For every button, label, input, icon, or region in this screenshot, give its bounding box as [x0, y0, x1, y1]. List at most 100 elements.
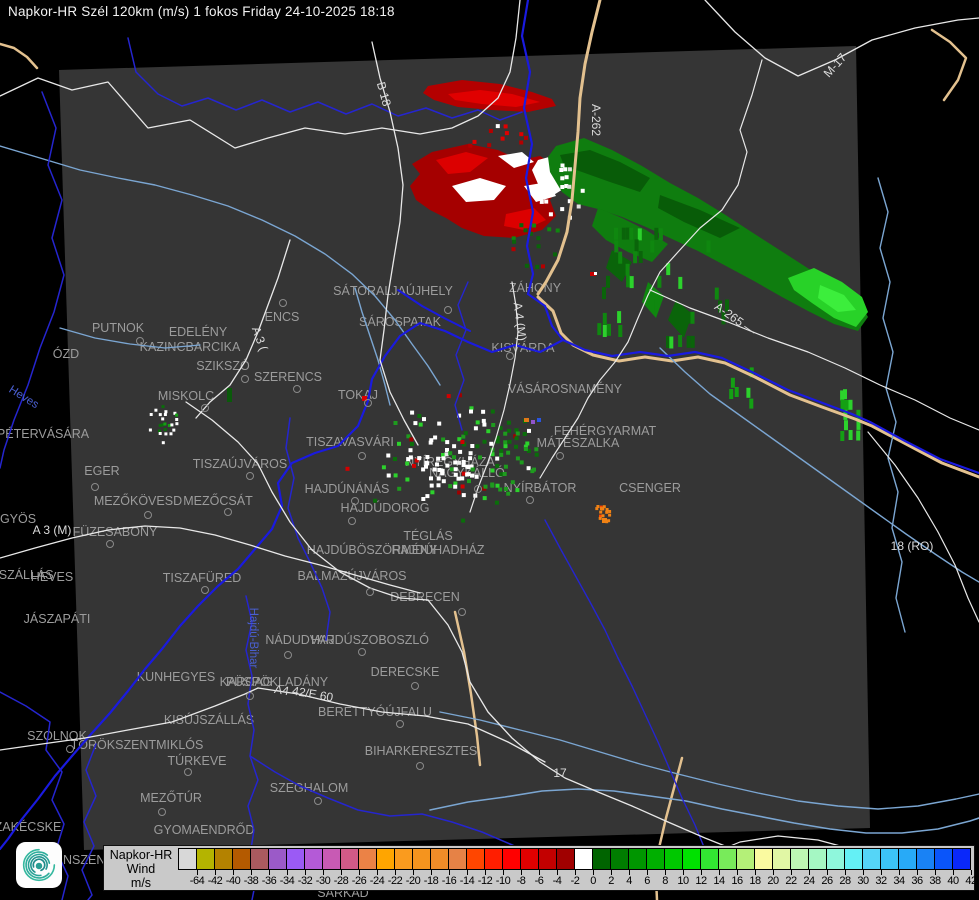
city-marker: [279, 299, 287, 307]
scale-tick: [665, 870, 666, 875]
city-label: TISZAFÜRED: [163, 571, 241, 585]
scale-cell: [773, 849, 791, 869]
city-marker: [358, 452, 366, 460]
scale-cell: [449, 849, 467, 869]
scale-cell: [827, 849, 845, 869]
river: [659, 347, 979, 583]
scale-cell: [431, 849, 449, 869]
city-label: EGER: [84, 464, 119, 478]
city-label: PÉTERVÁSÁRA: [0, 426, 90, 441]
scale-cell: [809, 849, 827, 869]
city-label: GYOMAENDRŐD: [154, 822, 255, 837]
major-road: [0, 42, 39, 70]
main-river: [520, 0, 535, 296]
city-marker: [556, 452, 564, 460]
scale-tick: [269, 870, 270, 875]
echo-dot: [537, 418, 541, 422]
road: [539, 59, 763, 479]
city-marker: [91, 483, 99, 491]
road-label: A 3 (M): [33, 523, 72, 537]
scale-cell: [755, 849, 773, 869]
scale-tick: [683, 870, 684, 875]
echo-blob: [606, 250, 632, 282]
scale-tick: [737, 870, 738, 875]
scale-cell: [359, 849, 377, 869]
scale-tick: [917, 870, 918, 875]
napkor-logo[interactable]: [16, 842, 62, 888]
scale-tick-label: -18: [423, 875, 439, 887]
scale-cell: [323, 849, 341, 869]
city-markers: [66, 299, 564, 816]
road-label: B 18: [374, 80, 394, 108]
scale-cell: [737, 849, 755, 869]
city-marker: [364, 399, 372, 407]
echo-dot: [602, 518, 607, 523]
city-label: KISÚJSZÁLLÁS: [164, 712, 254, 727]
city-label: ÓZD: [53, 346, 79, 361]
scale-cell: [719, 849, 737, 869]
scale-tick-label: -36: [261, 875, 277, 887]
city-marker: [396, 720, 404, 728]
city-marker: [351, 497, 359, 505]
main-river: [0, 321, 565, 851]
city-marker: [293, 385, 301, 393]
scale-tick-label: 30: [857, 875, 869, 887]
road: [195, 239, 291, 419]
scale-tick-label: -12: [477, 875, 493, 887]
county-border: [454, 281, 469, 431]
scale-tick-label: -20: [405, 875, 421, 887]
city-label: HAJDÚNÁNÁS: [305, 481, 390, 496]
scale-tick-label: -42: [207, 875, 223, 887]
city-label: SÁROSPATAK: [359, 314, 442, 329]
city-label: HAJDÚBÖSZÖRMÉNY: [307, 542, 438, 557]
river: [59, 327, 201, 349]
road-label: A 4 (M): [511, 301, 530, 341]
road: [0, 687, 259, 751]
city-label: NÁDUDVAR: [265, 632, 334, 647]
scale-cell: [521, 849, 539, 869]
road: [427, 599, 771, 866]
scale-tick: [539, 870, 540, 875]
road: [257, 687, 546, 763]
city-marker: [224, 508, 232, 516]
scale-tick: [305, 870, 306, 875]
scale-tick-label: -34: [279, 875, 295, 887]
scale-cell: [485, 849, 503, 869]
scale-tick: [899, 870, 900, 875]
scale-cell: [395, 849, 413, 869]
scale-cell: [701, 849, 719, 869]
city-label: DERECSKE: [371, 665, 440, 679]
city-marker: [106, 540, 114, 548]
scale-cell: [791, 849, 809, 869]
river: [354, 287, 391, 406]
city-label: BERETTYÓÚJFALU: [318, 704, 432, 719]
city-label: DEBRECEN: [390, 590, 459, 604]
color-scale-legend: Napkor-HR Wind m/s -64 -42 -40 -38 -36 -34 -32…: [103, 845, 977, 891]
scale-tick: [593, 870, 594, 875]
scale-tick: [953, 870, 954, 875]
scale-cell: [413, 849, 431, 869]
city-label: ENCS: [265, 310, 300, 324]
scale-tick-label: -16: [441, 875, 457, 887]
river: [0, 145, 441, 386]
echo-blob: [498, 152, 534, 168]
scale-tick: [629, 870, 630, 875]
city-marker: [474, 485, 482, 493]
scale-cell: [575, 849, 593, 869]
city-label: FEHÉRGYARMAT: [554, 423, 657, 438]
county-border: [127, 37, 523, 121]
scale-tick-label: 12: [695, 875, 707, 887]
scale-tick: [719, 870, 720, 875]
scale-tick: [773, 870, 774, 875]
scale-tick-label: 42: [965, 875, 977, 887]
city-label: CSENGER: [619, 481, 681, 495]
legend-param: Wind: [126, 862, 156, 876]
city-label: MEZŐCSÁT: [183, 493, 253, 508]
major-road: [930, 28, 968, 102]
city-label: TÚRKEVE: [167, 753, 226, 768]
scale-tick-label: -14: [459, 875, 475, 887]
city-label: BALMAZÚJVÁROS: [297, 568, 406, 583]
scale-cell: [341, 849, 359, 869]
